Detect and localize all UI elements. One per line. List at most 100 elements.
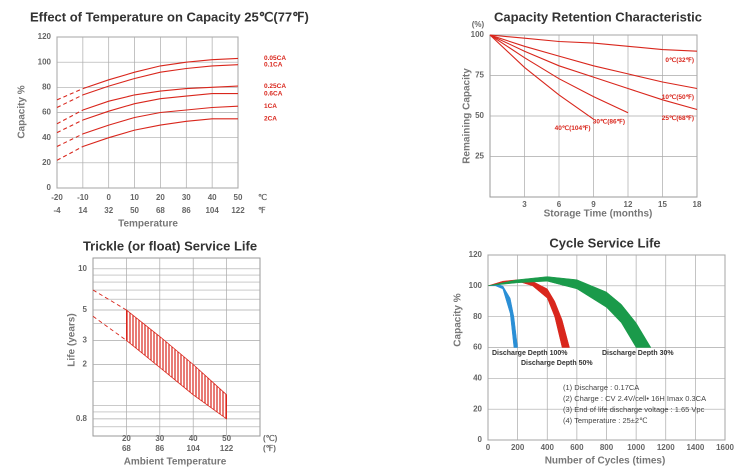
y-tick-label: 3	[83, 335, 88, 344]
x-tick-label: -20	[51, 193, 63, 202]
series-line	[56, 133, 84, 147]
x-tick-label: 0	[106, 193, 111, 202]
series-line	[489, 34, 698, 90]
x-unit: (℃)	[263, 434, 278, 443]
x-tick-label: 800	[600, 443, 614, 452]
x-tick-label: 10	[130, 193, 139, 202]
x-tick-label: 40	[208, 193, 217, 202]
x-tick-label: 20	[122, 434, 131, 443]
x-tick-label: 0	[486, 443, 491, 452]
y-tick-label: 60	[42, 108, 51, 117]
x-tick-label: 30	[155, 434, 164, 443]
y-tick-label: 25	[475, 152, 484, 161]
series-line	[82, 105, 239, 135]
y-tick-label: 2	[83, 360, 88, 369]
y-tick-label: 40	[473, 373, 482, 382]
x-tick-label: 50	[222, 434, 231, 443]
x2-tick-label: 14	[78, 206, 87, 215]
y-tick-label: 20	[42, 158, 51, 167]
y-tick-label: 60	[473, 343, 482, 352]
x-tick-label: 600	[570, 443, 584, 452]
series-label: 0℃(32℉)	[665, 56, 694, 64]
band-label: Discharge Depth 100%	[492, 350, 568, 357]
series-label: 1CA	[264, 103, 277, 110]
y-tick-label: 0	[47, 183, 52, 192]
series-label: 0.25CA	[264, 83, 286, 90]
series-line	[82, 57, 239, 90]
x2-unit: (℉)	[263, 444, 276, 453]
y-tick-label: 80	[473, 312, 482, 321]
y-axis-label: Life (years)	[67, 313, 78, 366]
x2-tick-label: 104	[187, 444, 201, 453]
x-tick-label: 15	[658, 200, 667, 209]
y-tick-label: 80	[42, 82, 51, 91]
y-axis-label: Capacity %	[453, 293, 464, 346]
y-tick-label: 100	[471, 30, 485, 39]
chart-title: Cycle Service Life	[549, 235, 660, 250]
y-tick-label: 0.8	[76, 414, 88, 423]
y-axis-label: Remaining Capacity	[462, 68, 473, 164]
y-tick-label: 5	[83, 305, 88, 314]
series-label: 40℃(104℉)	[555, 124, 591, 132]
x-tick-label: 3	[522, 200, 527, 209]
series-label: 25℃(68℉)	[662, 114, 694, 122]
x2-tick-label: 68	[122, 444, 131, 453]
x-tick-label: 6	[557, 200, 562, 209]
x-tick-label: 9	[591, 200, 596, 209]
x2-tick-label: 50	[130, 206, 139, 215]
y-tick-label: 0	[478, 435, 483, 444]
band-area	[126, 309, 227, 420]
x-unit: ℃	[258, 193, 267, 202]
y-tick-label: 100	[38, 57, 52, 66]
series-line	[56, 146, 84, 161]
x-tick-label: 20	[156, 193, 165, 202]
note: (4) Temperature : 25±2℃	[563, 416, 648, 425]
x-axis-label: Storage Time (months)	[544, 209, 653, 220]
x-axis-label: Temperature	[118, 219, 178, 230]
series-line	[82, 85, 239, 111]
series-line	[82, 64, 239, 96]
plot-area	[92, 257, 261, 437]
x2-tick-label: 122	[231, 206, 245, 215]
note: (2) Charge : CV 2.4V/cell• 16H Imax 0.3C…	[563, 394, 706, 403]
x2-tick-label: 86	[155, 444, 164, 453]
x-tick-label: 200	[511, 443, 525, 452]
series-line	[56, 119, 84, 134]
band-area	[487, 284, 518, 348]
x2-tick-label: 32	[104, 206, 113, 215]
x-tick-label: 18	[693, 200, 702, 209]
x-tick-label: 12	[624, 200, 633, 209]
note: (1) Discharge : 0.17CA	[563, 383, 639, 392]
series-label: 0.1CA	[264, 61, 283, 68]
x2-unit: ℉	[258, 206, 266, 215]
series-line	[489, 34, 629, 114]
x-tick-label: 30	[182, 193, 191, 202]
x2-tick-label: 86	[182, 206, 191, 215]
y-unit: (%)	[472, 20, 485, 29]
note: (3) End of life discharge voltage : 1.65…	[563, 405, 705, 414]
chart-title: Trickle (or float) Service Life	[83, 238, 257, 253]
y-tick-label: 10	[78, 264, 87, 273]
y-tick-label: 20	[473, 404, 482, 413]
x-axis-label: Number of Cycles (times)	[545, 456, 666, 467]
chart-title: Effect of Temperature on Capacity 25℃(77…	[30, 9, 309, 24]
x-tick-label: 50	[234, 193, 243, 202]
y-tick-label: 50	[475, 111, 484, 120]
x-tick-label: 1200	[657, 443, 675, 452]
series-line	[82, 118, 238, 148]
y-tick-label: 75	[475, 71, 484, 80]
series-label: 0.6CA	[264, 90, 283, 97]
y-axis-label: Capacity %	[17, 85, 28, 138]
y-tick-label: 100	[469, 281, 483, 290]
x2-tick-label: -4	[53, 206, 61, 215]
series-line	[82, 93, 238, 121]
series-line	[56, 94, 84, 108]
series-line	[489, 34, 698, 111]
band-label: Discharge Depth 50%	[521, 360, 593, 367]
x-tick-label: 1600	[716, 443, 734, 452]
x2-tick-label: 68	[156, 206, 165, 215]
series-label: 0.05CA	[264, 55, 286, 62]
x-tick-label: 40	[189, 434, 198, 443]
series-label: 2CA	[264, 116, 277, 123]
series-line	[56, 109, 84, 125]
